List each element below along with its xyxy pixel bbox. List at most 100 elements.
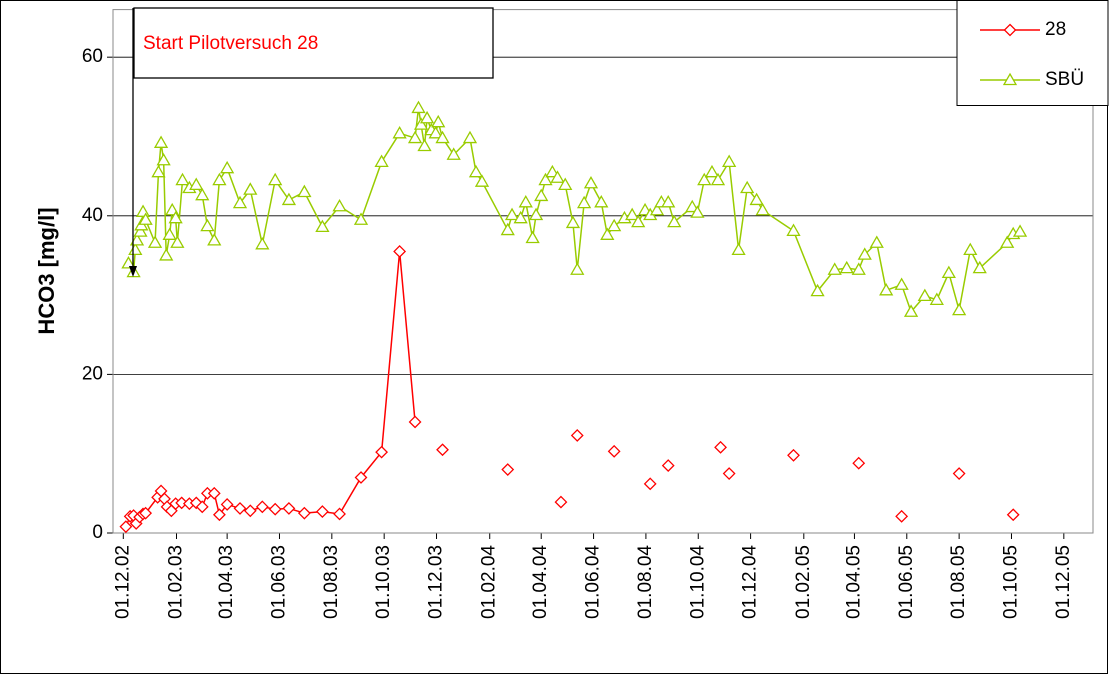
x-tick-label: 01.10.03 — [373, 545, 394, 619]
marker — [565, 215, 581, 229]
series — [121, 100, 1028, 317]
series — [119, 245, 1020, 534]
marker — [333, 507, 346, 521]
marker — [428, 126, 443, 139]
series-layer — [119, 100, 1028, 534]
marker — [714, 440, 727, 454]
marker — [643, 477, 657, 491]
marker — [525, 230, 540, 244]
marker — [704, 164, 720, 178]
marker — [268, 502, 282, 516]
marker — [212, 508, 226, 522]
marker — [500, 222, 515, 236]
marker — [554, 495, 568, 509]
marker — [690, 205, 705, 218]
marker — [787, 448, 800, 462]
marker — [504, 207, 520, 221]
marker — [697, 172, 712, 186]
x-tick-label: 01.12.02 — [112, 545, 133, 619]
x-tick-label: 01.06.03 — [268, 545, 289, 619]
marker — [917, 288, 932, 302]
marker — [282, 501, 296, 515]
x-tick-label: 01.04.05 — [843, 545, 864, 619]
marker — [129, 233, 145, 246]
legend-label: 28 — [1045, 19, 1066, 40]
marker — [435, 130, 450, 144]
marker — [175, 172, 190, 186]
x-tick-label: 01.02.04 — [479, 545, 500, 619]
marker — [903, 304, 919, 317]
marker — [220, 160, 235, 174]
marker — [189, 496, 203, 510]
marker — [156, 152, 171, 166]
marker — [625, 207, 640, 221]
marker — [545, 164, 560, 178]
x-tick-label: 01.08.04 — [635, 545, 656, 619]
marker — [600, 227, 615, 240]
marker — [1002, 72, 1018, 86]
plot-area — [112, 9, 1094, 534]
x-tick-label: 01.08.05 — [948, 545, 969, 619]
x-tick-label: 01.08.03 — [321, 545, 342, 619]
marker — [375, 445, 389, 459]
x-tick-label: 01.06.04 — [583, 545, 604, 619]
marker — [207, 233, 222, 246]
marker — [407, 130, 423, 144]
y-tick-label: 0 — [92, 522, 103, 543]
marker — [1006, 508, 1020, 522]
marker — [436, 443, 449, 457]
marker — [419, 110, 435, 124]
marker — [175, 496, 189, 510]
marker — [731, 242, 746, 256]
marker — [722, 467, 736, 480]
marker — [839, 260, 854, 274]
marker — [408, 415, 422, 429]
marker — [462, 130, 478, 144]
marker — [786, 223, 801, 237]
y-axis-label: HCO3 [mg/l] — [34, 207, 59, 334]
marker — [852, 456, 866, 470]
x-tick-label: 01.02.05 — [793, 545, 814, 619]
x-tick-label: 01.02.03 — [166, 545, 187, 619]
marker — [755, 202, 770, 216]
marker — [1012, 224, 1028, 237]
marker — [570, 429, 584, 442]
marker — [963, 242, 978, 256]
marker — [1003, 23, 1017, 37]
legend-label: SBÜ — [1045, 69, 1084, 90]
marker — [857, 247, 872, 260]
marker — [255, 500, 269, 514]
marker — [139, 506, 153, 520]
y-tick-label: 40 — [82, 205, 103, 226]
marker — [121, 256, 136, 269]
marker — [869, 235, 884, 248]
marker — [207, 486, 221, 500]
marker — [297, 506, 311, 520]
marker — [354, 471, 368, 484]
marker — [392, 126, 407, 139]
marker — [297, 184, 312, 198]
x-tick-label: 01.04.03 — [216, 545, 237, 619]
y-tick-label: 60 — [82, 46, 103, 67]
marker — [468, 164, 484, 178]
marker — [810, 283, 825, 297]
marker — [929, 292, 944, 305]
marker — [558, 177, 573, 191]
marker — [220, 498, 234, 511]
grid: 0 20 40 60 01.12.02 01.02.03 01.04.03 01.06.03 0… — [82, 9, 1093, 619]
marker — [446, 147, 461, 160]
marker — [151, 164, 166, 178]
marker — [607, 444, 621, 458]
marker — [162, 227, 177, 240]
marker — [879, 283, 894, 296]
y-tick-label: 20 — [82, 363, 103, 384]
annotation-box — [133, 7, 494, 79]
marker — [1000, 235, 1015, 248]
x-tick-label: 01.10.05 — [1000, 545, 1021, 619]
marker — [661, 459, 675, 473]
marker — [518, 194, 533, 208]
legend-box — [956, 0, 1109, 106]
marker — [159, 248, 174, 261]
legend: 28 SBÜ — [956, 0, 1109, 106]
